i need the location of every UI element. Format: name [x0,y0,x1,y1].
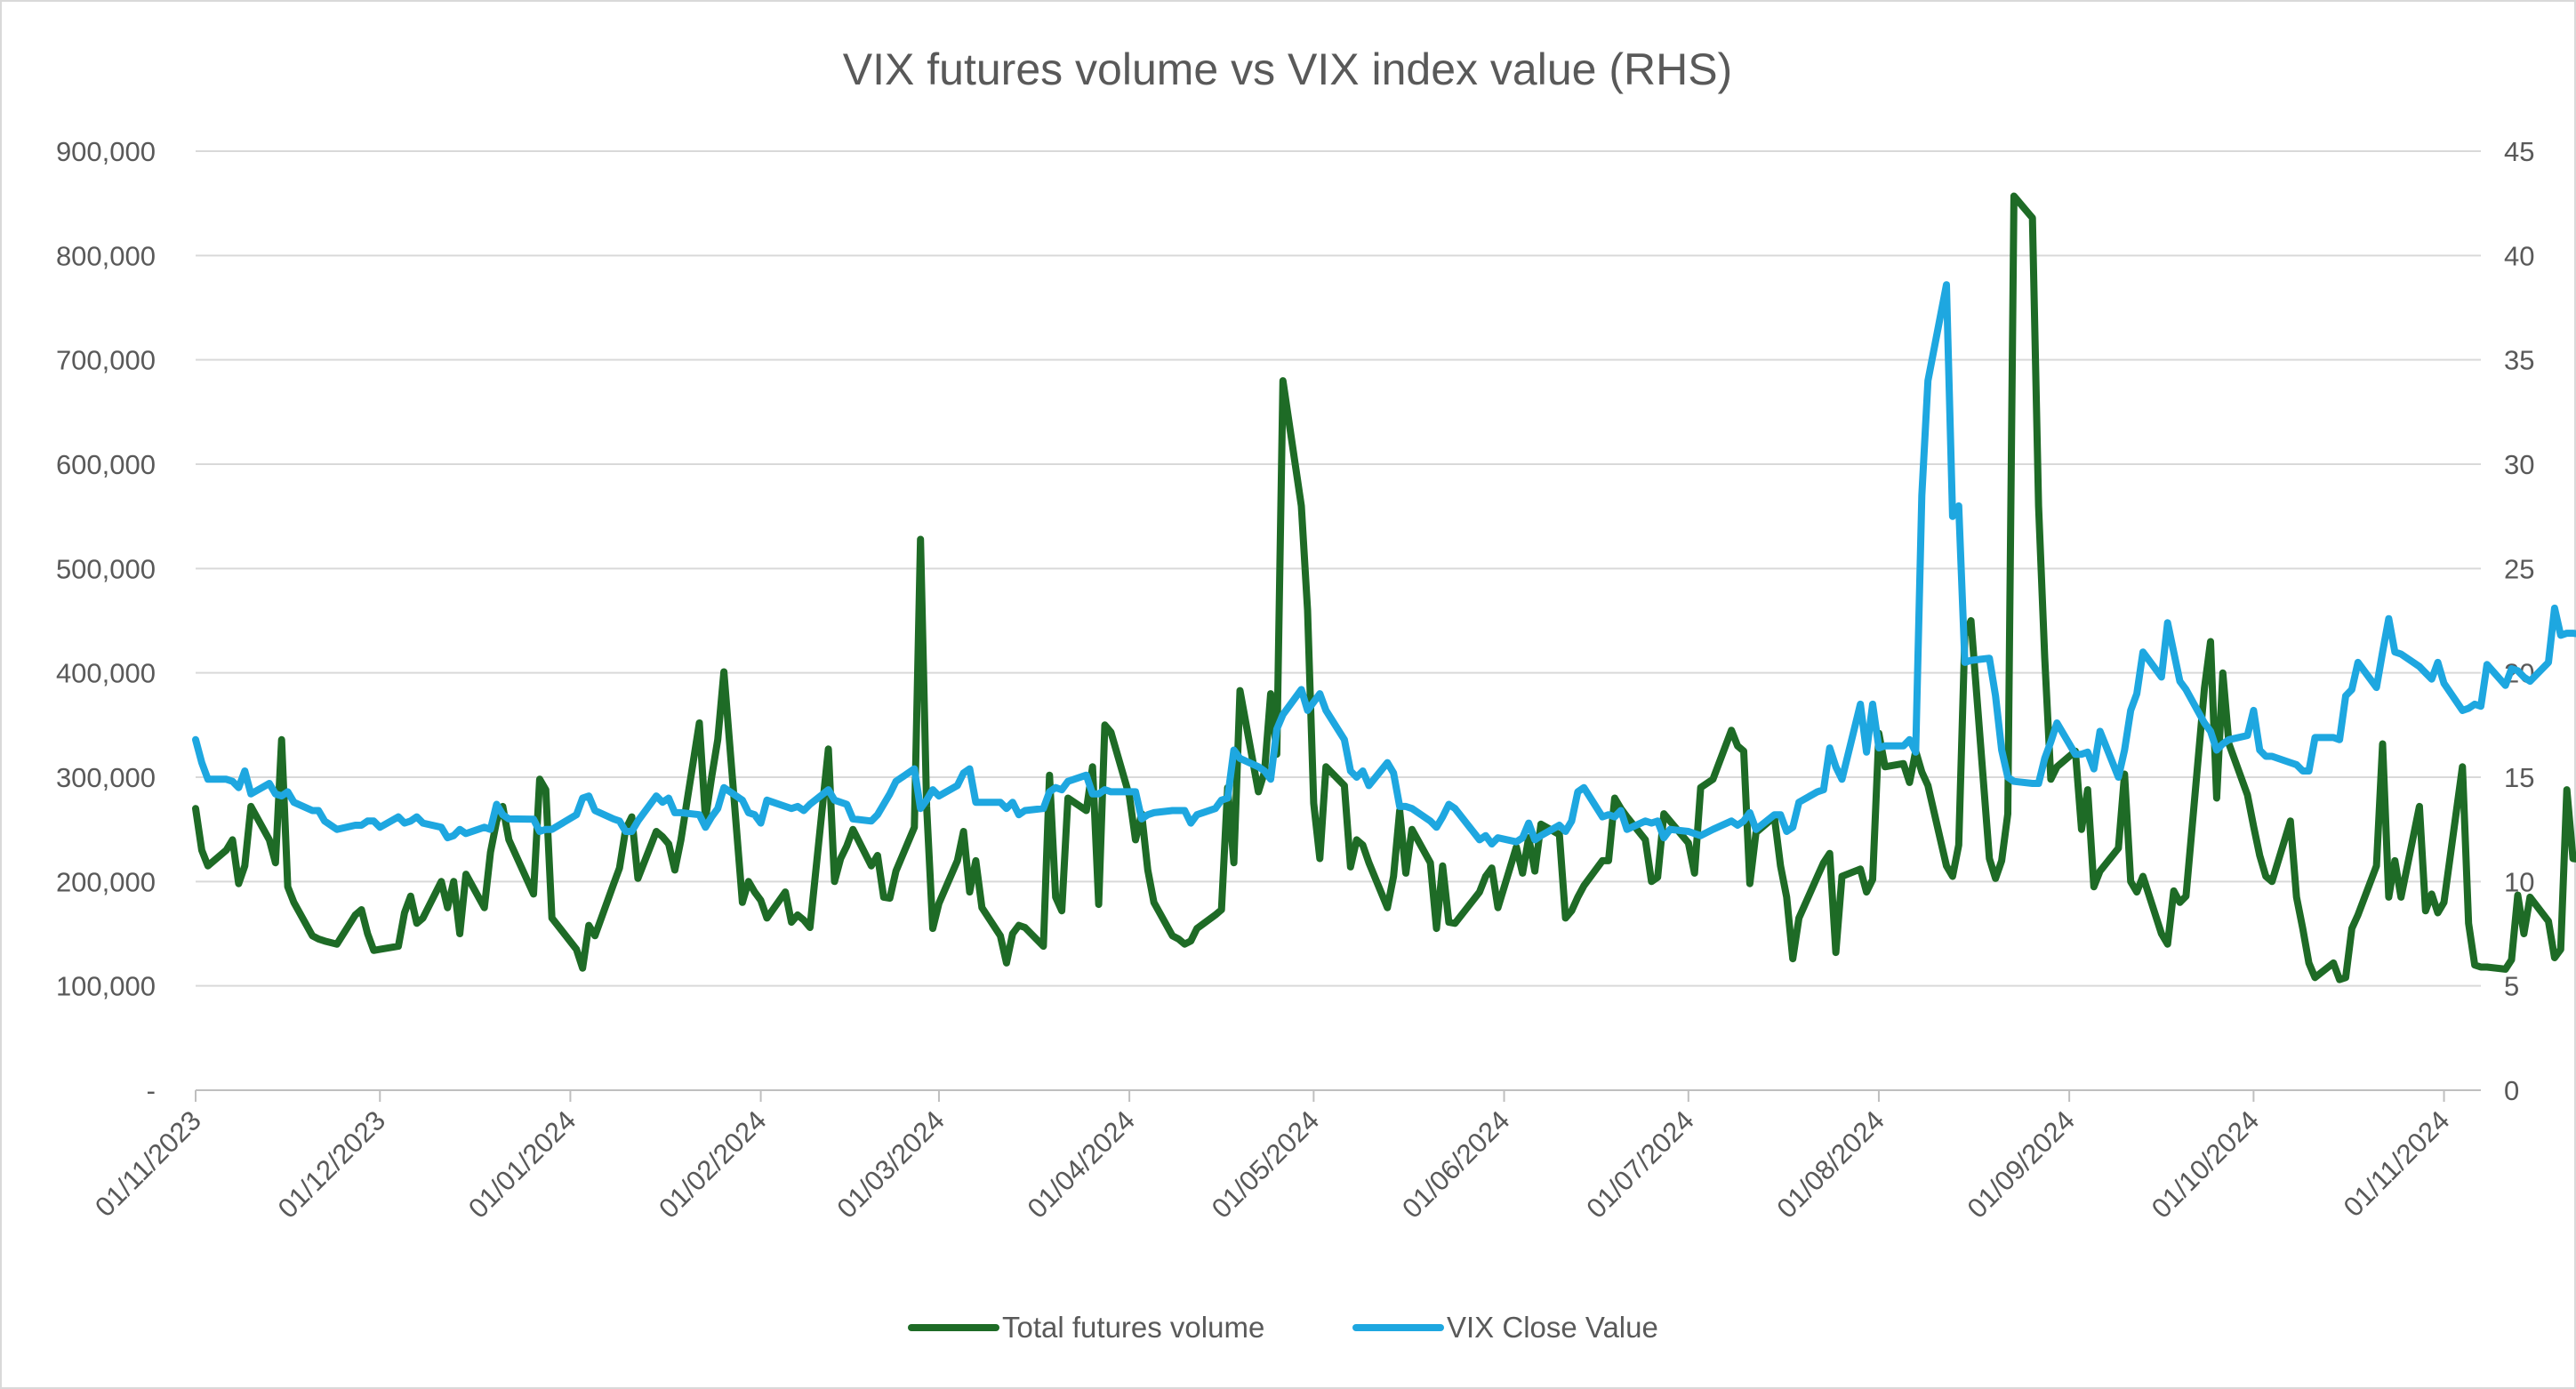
legend: Total futures volume VIX Close Value [908,1311,1658,1344]
y2-tick-label: 25 [2504,553,2534,584]
y-tick-label: 400,000 [56,658,156,689]
y-tick-label: 100,000 [56,971,156,1002]
series-line-total-futures-volume [192,192,2576,984]
y-tick-label: 200,000 [56,866,156,897]
y-tick-label: 500,000 [56,553,156,584]
y-tick-label: 700,000 [56,345,156,376]
y2-tick-label: 0 [2504,1075,2519,1106]
y-tick-label: - [147,1075,156,1106]
y2-tick-label: 45 [2504,136,2534,167]
y-tick-label: 900,000 [56,136,156,167]
y2-tick-label: 30 [2504,449,2534,480]
legend-label: Total futures volume [1002,1311,1264,1344]
gridlines [196,150,2481,987]
y-axis-left-ticks: - 100,000 200,000 300,000 400,000 500,000 600,… [56,136,156,1106]
series-lines [192,192,2576,984]
y-tick-label: 800,000 [56,240,156,271]
chart-title: VIX futures volume vs VIX index value (R… [843,44,1732,94]
y-tick-label: 300,000 [56,762,156,793]
y-tick-label: 600,000 [56,449,156,480]
series-line-vix-close-value [192,281,2576,848]
y2-tick-label: 5 [2504,971,2519,1002]
y2-tick-label: 40 [2504,240,2534,271]
legend-label: VIX Close Value [1447,1311,1658,1344]
y2-tick-label: 15 [2504,762,2534,793]
y2-tick-label: 35 [2504,345,2534,376]
